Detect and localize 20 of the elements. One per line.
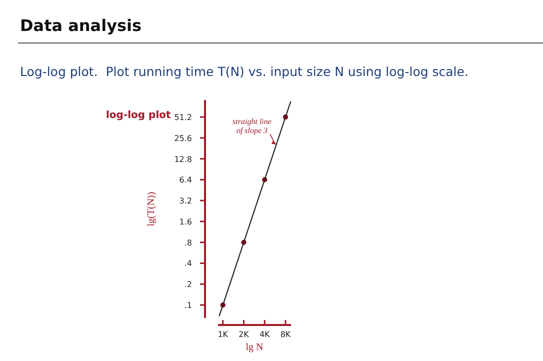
y-tick-label: 25.6	[174, 134, 192, 143]
y-tick-label: 12.8	[174, 154, 192, 164]
y-tick-label: 1.6	[179, 217, 192, 226]
x-axis-title: lg N	[246, 342, 264, 353]
y-axis-title: lg(T(N))	[146, 192, 157, 226]
x-tick-label: 8K	[280, 330, 292, 339]
x-tick-label: 1K	[218, 330, 229, 339]
y-tick-label: .4	[184, 259, 192, 268]
annotation: straight line of slope 3	[232, 117, 272, 135]
text: log-log plot	[106, 110, 171, 121]
x-tick-label: 2K	[238, 330, 250, 339]
y-tick-label: .2	[184, 280, 192, 290]
y-tick-label: 6.4	[179, 176, 192, 185]
y-tick-label: 3.2	[179, 196, 192, 206]
text: Data analysis	[20, 16, 142, 35]
chart-subtitle: Log-log plot. Plot running time T(N) vs. input size N using log-log scale.	[20, 64, 468, 79]
y-tick-label: .8	[184, 238, 192, 248]
y-tick-label: 51.2	[174, 113, 192, 122]
y-tick-label: .1	[184, 301, 192, 310]
x-tick-label: 4K	[259, 330, 271, 339]
